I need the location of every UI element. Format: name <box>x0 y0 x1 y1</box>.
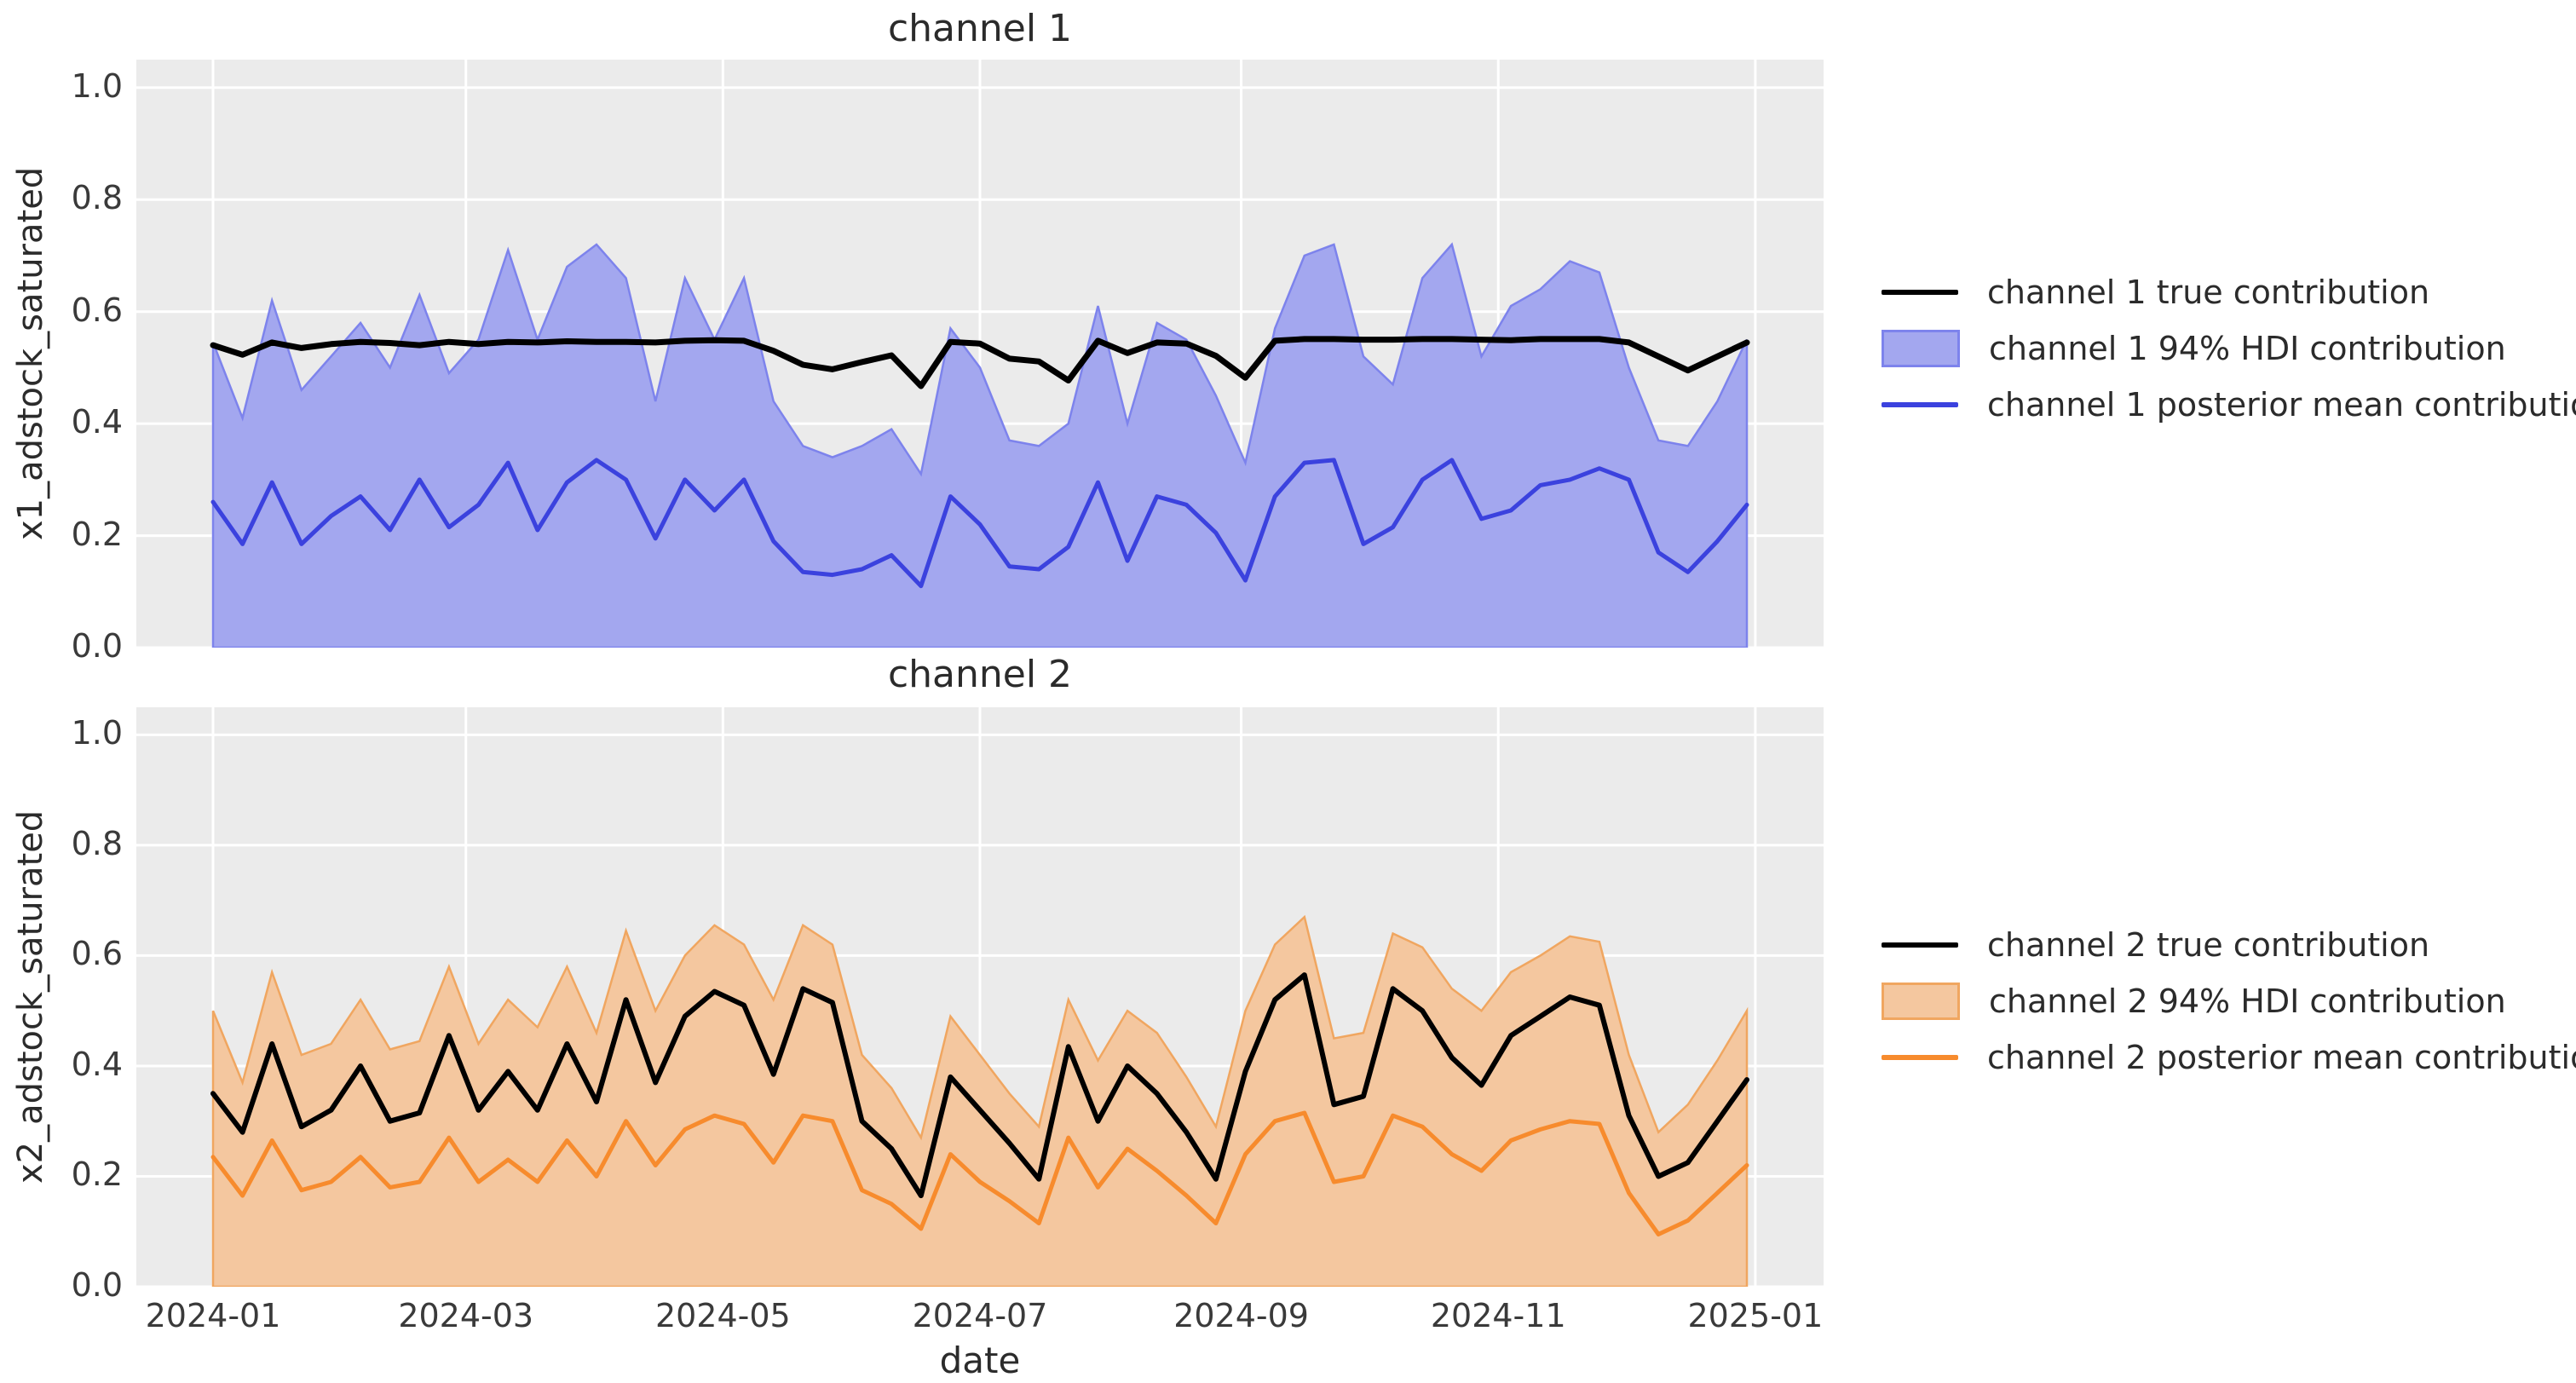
y-tick-label: 0.4 <box>71 403 123 441</box>
y-tick-label: 0.6 <box>71 935 123 973</box>
legend-label: channel 2 true contribution <box>1987 926 2430 964</box>
x-tick-label: 2024-01 <box>145 1297 281 1334</box>
true-contribution-line <box>210 972 1749 1199</box>
y-tick-label: 0.4 <box>71 1045 123 1083</box>
posterior-mean-line <box>210 458 1749 589</box>
posterior-mean-line <box>210 1110 1749 1236</box>
legend-item: channel 2 posterior mean contribution <box>1882 1038 2576 1077</box>
legend-item: channel 1 posterior mean contribution <box>1882 385 2576 424</box>
y-tick-label: 0.2 <box>71 515 123 553</box>
legend-item: channel 1 true contribution <box>1882 273 2576 312</box>
subplot2-ylabel: x2_adstock_saturated <box>11 810 50 1184</box>
x-tick-label: 2024-03 <box>398 1297 534 1334</box>
legend-item: channel 1 94% HDI contribution <box>1882 329 2576 368</box>
legend-item: channel 2 true contribution <box>1882 925 2576 965</box>
x-tick-label: 2024-09 <box>1173 1297 1309 1334</box>
true-contribution-line <box>210 336 1750 389</box>
legend-label: channel 2 posterior mean contribution <box>1987 1039 2576 1076</box>
y-tick-label: 0.2 <box>71 1155 123 1194</box>
legend-label: channel 1 94% HDI contribution <box>1989 330 2506 367</box>
legend-item: channel 2 94% HDI contribution <box>1882 982 2576 1021</box>
true-line-swatch <box>1882 942 1958 948</box>
subplot2-axes <box>136 707 1824 1287</box>
subplot1-title: channel 1 <box>887 7 1073 50</box>
y-tick-label: 0.6 <box>71 291 123 329</box>
subplot2-legend: channel 2 true contribution channel 2 94… <box>1882 925 2576 1077</box>
y-tick-label: 0.0 <box>71 627 123 665</box>
legend-label: channel 2 94% HDI contribution <box>1989 983 2506 1020</box>
y-tick-label: 0.8 <box>71 824 123 862</box>
y-tick-label: 0.0 <box>71 1266 123 1304</box>
x-tick-label: 2024-05 <box>654 1297 791 1334</box>
subplot1-legend: channel 1 true contribution channel 1 94… <box>1882 273 2576 424</box>
y-tick-label: 1.0 <box>71 714 123 752</box>
subplot1-axes <box>136 60 1824 648</box>
plot-canvas <box>136 60 1824 648</box>
x-tick-label: 2025-01 <box>1687 1297 1824 1334</box>
subplot1-ylabel: x1_adstock_saturated <box>11 166 50 541</box>
posterior-mean-line-swatch <box>1882 402 1958 407</box>
plot-canvas <box>136 707 1824 1287</box>
x-tick-label: 2024-11 <box>1430 1297 1566 1334</box>
legend-label: channel 1 true contribution <box>1987 274 2430 311</box>
y-tick-label: 1.0 <box>71 66 123 105</box>
legend-label: channel 1 posterior mean contribution <box>1987 386 2576 424</box>
x-axis-label: date <box>939 1340 1021 1381</box>
hdi-band-swatch <box>1882 330 1960 367</box>
subplot2-title: channel 2 <box>887 653 1073 696</box>
y-tick-label: 0.8 <box>71 179 123 217</box>
x-tick-label: 2024-07 <box>912 1297 1048 1334</box>
true-line-swatch <box>1882 290 1958 295</box>
hdi-band-swatch <box>1882 983 1960 1020</box>
hdi-band <box>211 242 1749 648</box>
hdi-band <box>211 914 1749 1287</box>
posterior-mean-line-swatch <box>1882 1055 1958 1060</box>
